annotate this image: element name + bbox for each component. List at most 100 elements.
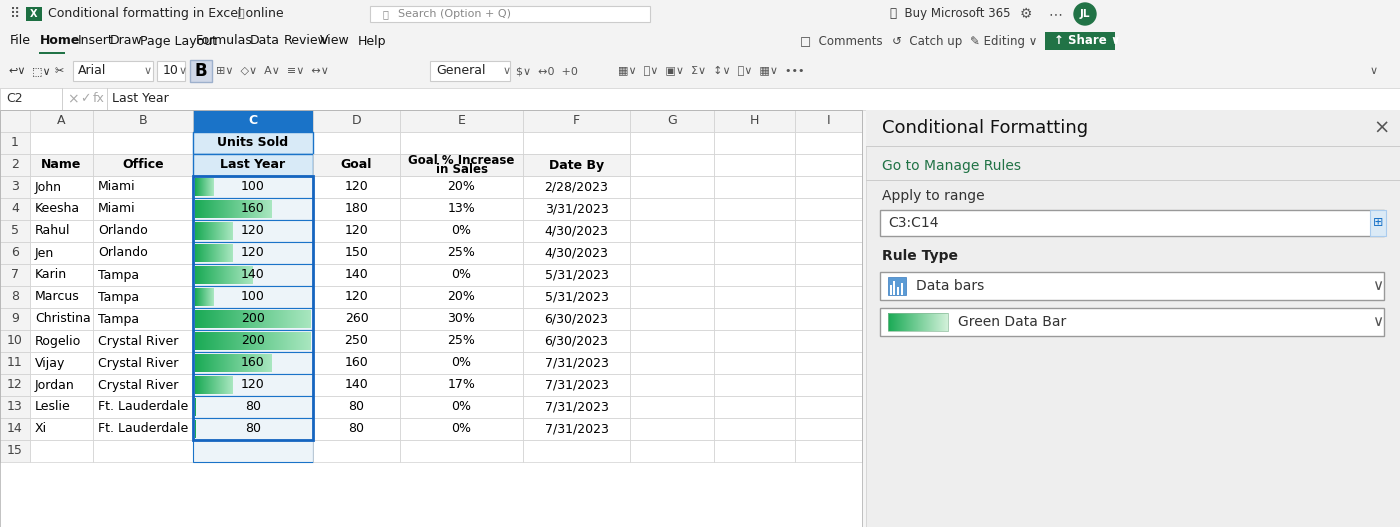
Bar <box>400 418 524 440</box>
Bar <box>29 110 92 132</box>
Text: Date By: Date By <box>549 159 603 171</box>
Bar <box>29 198 92 220</box>
Text: I: I <box>826 114 830 128</box>
Text: ⬚∨: ⬚∨ <box>32 66 50 76</box>
Bar <box>714 330 795 352</box>
Bar <box>73 61 153 81</box>
Bar <box>0 154 29 176</box>
Bar <box>92 330 193 352</box>
Bar <box>400 286 524 308</box>
Text: Tampa: Tampa <box>98 268 139 281</box>
Text: 7/31/2023: 7/31/2023 <box>545 356 609 369</box>
Text: ∨: ∨ <box>1371 66 1378 76</box>
Text: ∨: ∨ <box>144 66 153 76</box>
Bar <box>400 396 524 418</box>
Bar <box>29 264 92 286</box>
Text: Vijay: Vijay <box>35 356 66 369</box>
Text: ✓: ✓ <box>80 93 91 105</box>
Bar <box>92 374 193 396</box>
Text: Christina: Christina <box>35 313 91 326</box>
Text: 120: 120 <box>241 378 265 392</box>
Text: 4/30/2023: 4/30/2023 <box>545 247 609 259</box>
Bar <box>890 285 892 295</box>
Bar <box>400 154 524 176</box>
Bar <box>92 132 193 154</box>
Bar <box>370 6 650 22</box>
Bar <box>630 330 714 352</box>
Text: Orlando: Orlando <box>98 247 148 259</box>
Bar <box>193 330 314 352</box>
Bar <box>29 154 92 176</box>
Bar <box>29 132 92 154</box>
Text: ▦∨  ⬛∨  ▣∨  Σ∨  ↕∨  🔍∨  ▦∨  •••: ▦∨ ⬛∨ ▣∨ Σ∨ ↕∨ 🔍∨ ▦∨ ••• <box>617 66 805 76</box>
Text: fx: fx <box>92 93 105 105</box>
Bar <box>795 110 862 132</box>
Bar <box>29 154 92 176</box>
Text: Page Layout: Page Layout <box>140 34 217 47</box>
Bar <box>29 308 92 330</box>
Bar <box>714 308 795 330</box>
Text: 100: 100 <box>241 290 265 304</box>
Bar <box>795 264 862 286</box>
Bar <box>193 264 314 286</box>
Text: Crystal River: Crystal River <box>98 378 178 392</box>
Bar <box>193 176 314 198</box>
Bar <box>524 308 630 330</box>
Text: 0%: 0% <box>451 423 472 435</box>
Text: Data bars: Data bars <box>916 279 984 293</box>
Text: Ft. Lauderdale: Ft. Lauderdale <box>98 401 188 414</box>
Text: 140: 140 <box>344 268 368 281</box>
Bar <box>795 308 862 330</box>
Bar <box>0 374 29 396</box>
Bar <box>714 440 795 462</box>
Text: B: B <box>195 62 207 80</box>
Text: Name: Name <box>42 159 81 171</box>
Bar <box>193 308 314 330</box>
Text: 200: 200 <box>241 313 265 326</box>
Text: Home: Home <box>41 34 80 47</box>
Bar <box>29 396 92 418</box>
Text: 120: 120 <box>241 247 265 259</box>
Text: Insert: Insert <box>78 34 113 47</box>
Bar <box>0 330 29 352</box>
Bar <box>714 198 795 220</box>
Bar <box>714 396 795 418</box>
Text: Apply to range: Apply to range <box>882 189 984 203</box>
Bar <box>630 418 714 440</box>
Text: Conditional Formatting: Conditional Formatting <box>882 119 1088 137</box>
Text: 17%: 17% <box>448 378 476 392</box>
Text: Orlando: Orlando <box>98 225 148 238</box>
Bar <box>92 308 193 330</box>
Bar <box>314 396 400 418</box>
Bar <box>92 242 193 264</box>
Text: $∨  ↔0  +0: $∨ ↔0 +0 <box>517 66 578 76</box>
Text: 80: 80 <box>245 401 260 414</box>
Text: 0%: 0% <box>451 401 472 414</box>
Bar <box>92 396 193 418</box>
Text: C: C <box>248 114 258 128</box>
Bar <box>314 220 400 242</box>
Bar <box>0 110 862 527</box>
Text: 14: 14 <box>7 423 22 435</box>
Bar <box>157 61 185 81</box>
Bar <box>193 374 314 396</box>
Bar <box>193 440 314 462</box>
Bar <box>0 110 29 132</box>
Bar <box>193 242 314 264</box>
Bar <box>400 198 524 220</box>
Text: 120: 120 <box>344 225 368 238</box>
Bar <box>630 286 714 308</box>
Text: 12: 12 <box>7 378 22 392</box>
Bar <box>29 242 92 264</box>
Text: JL: JL <box>1079 9 1091 19</box>
Bar <box>193 198 314 220</box>
Text: H: H <box>750 114 759 128</box>
Bar <box>524 264 630 286</box>
Bar <box>193 154 314 176</box>
Bar <box>714 242 795 264</box>
Bar <box>630 154 714 176</box>
Text: 20%: 20% <box>448 181 476 193</box>
Bar <box>193 132 314 154</box>
Bar <box>630 220 714 242</box>
Text: Tampa: Tampa <box>98 313 139 326</box>
